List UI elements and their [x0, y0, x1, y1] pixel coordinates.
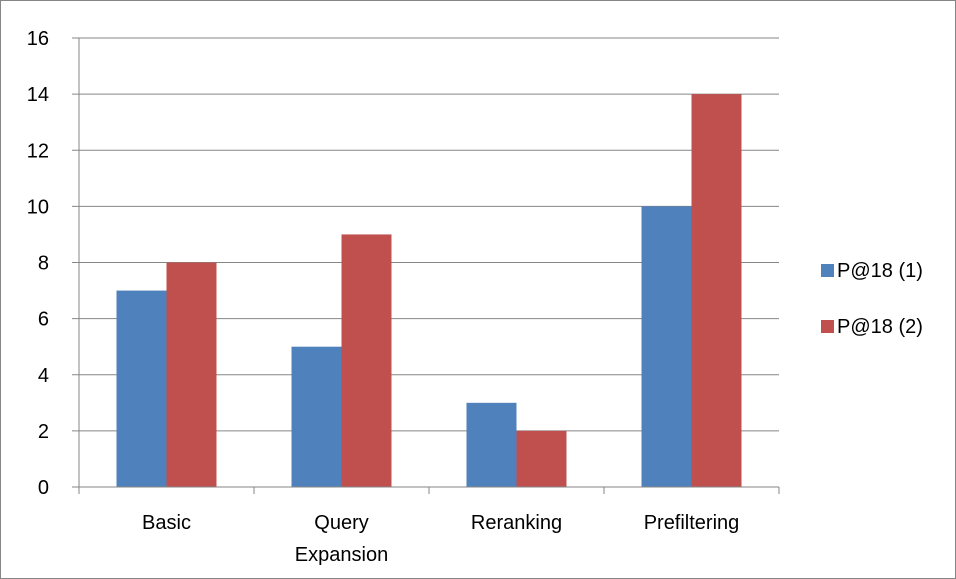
- x-tick-label: Reranking: [471, 512, 562, 534]
- bar-2-4: [691, 94, 742, 487]
- bar-1-2: [291, 346, 342, 487]
- bar-1-1: [116, 290, 167, 487]
- y-tick-label: 4: [38, 365, 49, 387]
- bar-2-2: [341, 234, 392, 487]
- y-tick-label: 2: [38, 421, 49, 443]
- legend-swatch: [821, 264, 834, 277]
- legend-label: P@18 (2): [837, 316, 923, 338]
- y-tick-label: 12: [27, 140, 49, 162]
- bars: [116, 94, 742, 487]
- x-tick-label: Prefiltering: [644, 512, 740, 534]
- legend-swatch: [821, 320, 834, 333]
- bar-1-3: [466, 402, 517, 487]
- legend-label: P@18 (1): [837, 260, 923, 282]
- y-tick-label: 10: [27, 196, 49, 218]
- y-tick-label: 8: [38, 253, 49, 275]
- x-tick-label: Query: [314, 512, 368, 534]
- axes: 0 2 4 6 8 10 12 14 16 Basic Query Expansion Rerankin…: [27, 28, 780, 566]
- x-tick-label: Basic: [142, 512, 191, 534]
- bar-2-3: [516, 430, 567, 487]
- bar-1-4: [641, 206, 692, 487]
- bar-2-1: [166, 262, 217, 487]
- y-tick-label: 6: [38, 309, 49, 331]
- legend: P@18 (1) P@18 (2): [821, 260, 923, 338]
- y-tick-label: 14: [27, 84, 49, 106]
- y-tick-label: 16: [27, 28, 49, 50]
- y-tick-label: 0: [38, 477, 49, 499]
- x-tick-label: Expansion: [295, 544, 388, 566]
